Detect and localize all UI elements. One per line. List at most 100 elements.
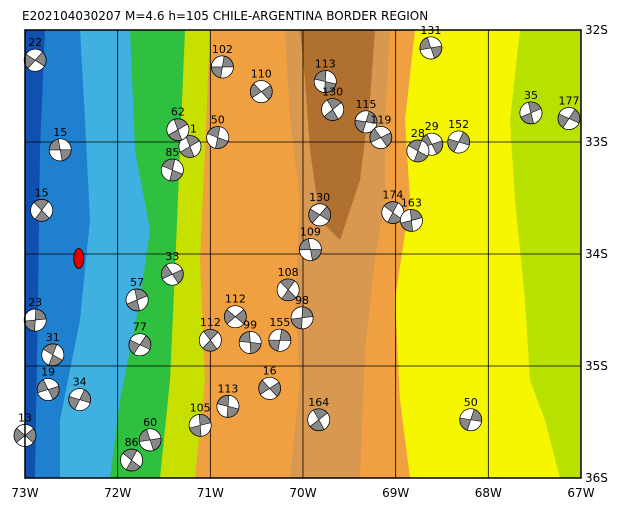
focal-mechanism [276,278,300,302]
dilatation [48,149,63,162]
x-tick-label: 69W [382,486,409,500]
depth-label: 119 [370,114,391,127]
depth-label: 110 [251,68,272,81]
focal-mechanism [354,110,378,134]
focal-mechanism [406,139,430,163]
depth-label: 77 [133,321,147,334]
dilatation [447,130,464,143]
dilatation [324,70,337,85]
dilatation [466,419,482,432]
dilatation [253,80,271,92]
dilatation [249,331,262,344]
dilatation [313,78,326,93]
dilatation [238,341,252,354]
dilatation [321,99,334,117]
dilatation [417,140,430,157]
dilatation [131,450,143,468]
dilatation [332,102,344,120]
dilatation [419,47,435,60]
focal-mechanism [258,376,282,400]
dilatation [211,55,225,68]
dilatation [226,316,245,328]
dilatation [52,344,65,361]
focal-mechanism [249,80,273,103]
depth-label: 33 [165,250,179,263]
dilatation [125,288,138,305]
dilatation [227,395,240,410]
dilatation [120,452,132,471]
dilatation [309,203,328,216]
focal-mechanism [447,130,471,154]
dilatation [381,205,394,223]
dilatation [216,403,229,418]
y-tick-label: 36S [585,471,608,485]
depth-label: 29 [425,120,439,133]
depth-label: 105 [190,401,211,414]
focal-mechanism [138,428,162,452]
depth-label: 177 [558,94,579,107]
dilatation [459,408,475,421]
dilatation [426,36,443,49]
focal-mechanism [30,198,54,222]
x-tick-label: 73W [11,486,38,500]
dilatation [217,126,229,142]
focal-mechanism [41,343,65,367]
focal-mechanism [557,107,581,130]
dilatation [209,331,222,350]
focal-mechanism [290,306,314,330]
depth-label: 62 [171,106,185,119]
dilatation [287,280,300,299]
dilatation [519,101,532,118]
dilatation [261,377,280,389]
dilatation [562,118,580,130]
x-tick-label: 72W [104,486,131,500]
depth-label: 99 [243,318,257,331]
dilatation [276,281,289,300]
dilatation [37,389,54,401]
dilatation [299,249,313,261]
map-frame [24,29,582,479]
depth-label: 152 [448,118,469,131]
focal-mechanism [313,70,337,93]
focal-mechanism [299,238,322,261]
depth-label: 15 [53,126,67,139]
focal-mechanism [459,408,483,432]
depth-label: 115 [356,98,377,111]
depth-label: 155 [269,316,290,329]
dilatation [189,140,202,158]
depth-label: 112 [225,293,246,306]
depth-label: 109 [300,226,321,239]
dilatation [268,328,283,341]
depth-label: 35 [524,89,538,102]
title: E202104030207 M=4.6 h=105 CHILE-ARGENTIN… [22,9,428,23]
focal-mechanism [223,305,247,329]
dilatation [426,132,443,145]
depth-label: 113 [217,382,238,395]
dilatation [161,165,173,182]
dilatation [161,273,179,286]
focal-mechanism [308,203,332,227]
depth-label: 130 [309,191,330,204]
dilatation [406,145,419,162]
dilatation [226,305,245,318]
dilatation [290,306,303,320]
focal-mechanism [210,55,234,79]
focal-mechanism [198,328,222,352]
focal-mechanism [238,331,262,354]
dilatation [27,59,45,72]
dilatation [138,439,154,452]
focal-mechanism [268,328,292,352]
dilatation [301,316,314,330]
depth-label: 98 [295,294,309,307]
dilatation [199,331,211,349]
focal-mechanism [419,36,443,60]
depth-label: 102 [212,43,233,56]
dilatation [166,119,179,136]
depth-label: 60 [143,416,157,429]
dilatation [171,158,184,175]
dilatation [177,123,190,141]
depth-label: 57 [130,276,144,289]
focal-mechanism [400,208,423,232]
focal-mechanism [48,138,72,162]
focal-mechanism [23,48,47,72]
